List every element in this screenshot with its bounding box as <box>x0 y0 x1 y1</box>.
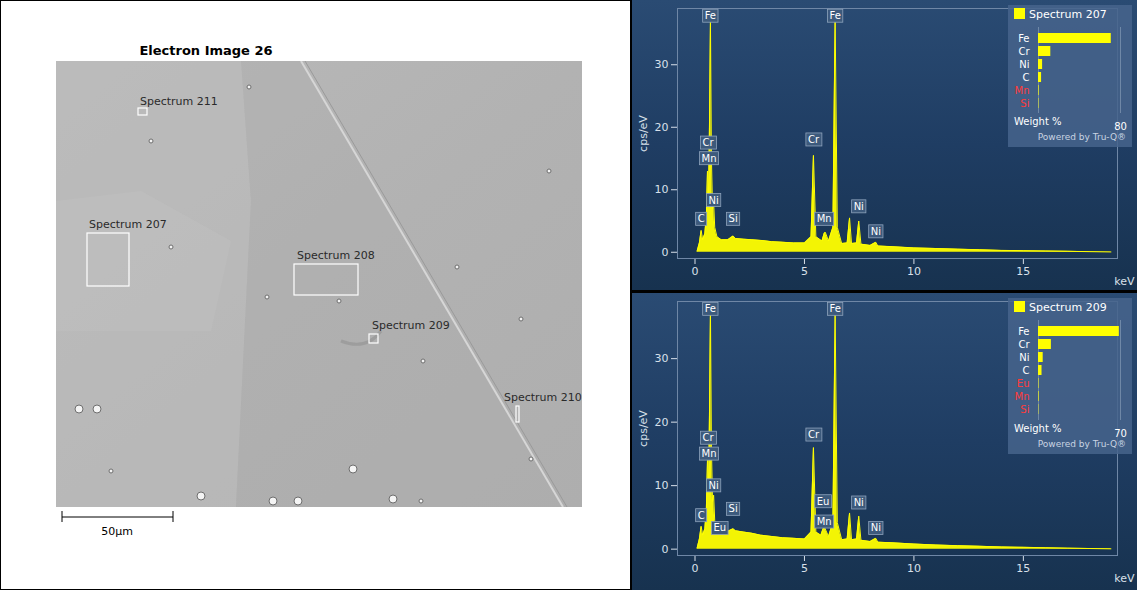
html-text:Weight %: Weight % <box>1014 423 1062 434</box>
svg-text:Spectrum 211: Spectrum 211 <box>140 95 218 108</box>
svg-text:0: 0 <box>692 562 699 575</box>
svg-text:Si: Si <box>1020 98 1029 109</box>
html-text:Spectrum 207: Spectrum 207 <box>1029 8 1107 21</box>
svg-text:30: 30 <box>655 352 669 365</box>
svg-text:Spectrum 209: Spectrum 209 <box>372 319 450 332</box>
svg-text:Ni: Ni <box>1019 352 1029 363</box>
svg-text:Spectrum 208: Spectrum 208 <box>297 249 375 262</box>
svg-text:C: C <box>698 213 705 224</box>
svg-text:Fe: Fe <box>829 303 840 314</box>
svg-text:Mn: Mn <box>817 516 832 527</box>
svg-text:Si: Si <box>729 213 738 224</box>
svg-text:Fe: Fe <box>1018 33 1029 44</box>
svg-text:Mn: Mn <box>702 448 717 459</box>
html-text:Powered by Tru-Q®: Powered by Tru-Q® <box>1037 439 1126 449</box>
svg-text:Ni: Ni <box>854 497 864 508</box>
svg-text:Fe: Fe <box>829 10 840 21</box>
svg-text:Si: Si <box>729 503 738 514</box>
svg-text:15: 15 <box>1016 265 1030 278</box>
svg-text:Cr: Cr <box>1018 339 1030 350</box>
svg-text:Cr: Cr <box>703 432 715 443</box>
svg-text:Cr: Cr <box>703 137 715 148</box>
svg-text:5: 5 <box>801 562 808 575</box>
svg-text:Ni: Ni <box>871 226 881 237</box>
svg-text:Si: Si <box>1020 404 1029 415</box>
svg-text:Spectrum 210: Spectrum 210 <box>504 391 582 404</box>
html-text:Weight %: Weight % <box>1014 116 1062 127</box>
svg-text:70: 70 <box>1114 428 1127 438</box>
svg-text:Cr: Cr <box>808 429 820 440</box>
svg-text:Ni: Ni <box>708 480 718 491</box>
svg-text:10: 10 <box>907 265 921 278</box>
svg-text:Spectrum 207: Spectrum 207 <box>89 218 167 231</box>
svg-text:Eu: Eu <box>817 496 830 507</box>
svg-text:0: 0 <box>692 265 699 278</box>
svg-text:Ni: Ni <box>708 195 718 206</box>
html-text:Spectrum 209: Spectrum 209 <box>1029 301 1107 314</box>
svg-text:cps/eV: cps/eV <box>637 115 650 152</box>
svg-text:Fe: Fe <box>1018 326 1029 337</box>
svg-text:0: 0 <box>662 543 669 556</box>
svg-text:50µm: 50µm <box>101 525 133 538</box>
svg-text:30: 30 <box>655 58 669 71</box>
svg-text:Fe: Fe <box>705 10 716 21</box>
svg-text:Mn: Mn <box>1015 85 1030 96</box>
svg-text:Ni: Ni <box>1019 59 1029 70</box>
svg-text:C: C <box>698 510 705 521</box>
svg-text:80: 80 <box>1114 121 1127 131</box>
svg-text:Ni: Ni <box>871 522 881 533</box>
svg-text:Cr: Cr <box>1018 46 1030 57</box>
svg-text:C: C <box>1023 72 1030 83</box>
svg-text:20: 20 <box>655 416 669 429</box>
svg-text:20: 20 <box>655 121 669 134</box>
svg-text:Mn: Mn <box>1015 391 1030 402</box>
svg-text:10: 10 <box>655 183 669 196</box>
svg-text:Ni: Ni <box>854 201 864 212</box>
svg-text:Mn: Mn <box>702 153 717 164</box>
svg-text:Electron Image 26: Electron Image 26 <box>139 43 272 58</box>
svg-text:Eu: Eu <box>713 522 726 533</box>
svg-text:5: 5 <box>801 265 808 278</box>
svg-text:10: 10 <box>907 562 921 575</box>
svg-text:0: 0 <box>662 246 669 259</box>
svg-text:keV: keV <box>1114 275 1135 288</box>
svg-text:Eu: Eu <box>1017 378 1030 389</box>
svg-text:10: 10 <box>655 479 669 492</box>
svg-text:keV: keV <box>1114 572 1135 585</box>
svg-text:Fe: Fe <box>705 303 716 314</box>
svg-text:15: 15 <box>1016 562 1030 575</box>
svg-text:Mn: Mn <box>817 213 832 224</box>
svg-text:Cr: Cr <box>808 134 820 145</box>
svg-text:C: C <box>1023 365 1030 376</box>
html-text:Powered by Tru-Q®: Powered by Tru-Q® <box>1037 132 1126 142</box>
svg-text:cps/eV: cps/eV <box>637 410 650 447</box>
